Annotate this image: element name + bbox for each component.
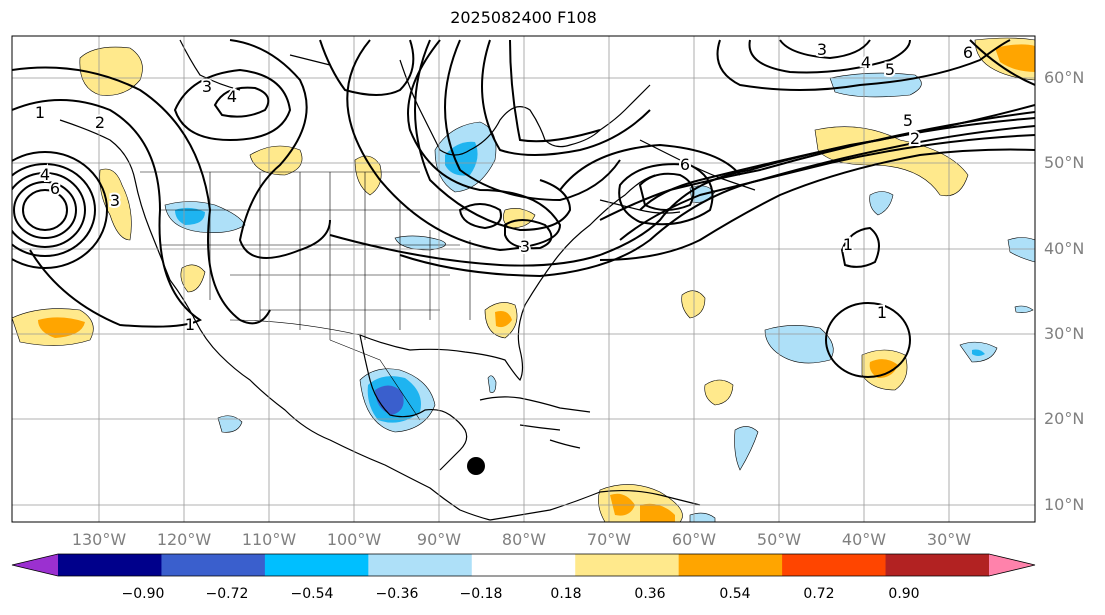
lon-label-30w: 30°W (926, 530, 972, 549)
lon-label-60w: 60°W (671, 530, 717, 549)
anomaly-negative-subtropical (734, 426, 759, 471)
anomaly-negative-mexico (217, 415, 243, 433)
anomaly-positive-lakes (503, 208, 536, 229)
anomaly-positive-venezuela-core2 (640, 503, 675, 522)
anomaly-positive-california (180, 264, 206, 293)
colorbar-tick-label: 0.72 (803, 586, 835, 602)
lon-label-50w: 50°W (756, 530, 802, 549)
anomaly-negative-mid-atlantic (764, 325, 834, 364)
anomaly-negative-midwest (394, 235, 446, 251)
anomaly-positive-iceland-core (995, 44, 1035, 72)
lon-label-120w: 120°W (156, 530, 212, 549)
anomaly-negative-far-east (1007, 237, 1035, 263)
colorbar-tick-label: 0.90 (888, 586, 920, 602)
anomaly-negative-east-core (972, 349, 985, 356)
contour-label: 1 (185, 315, 195, 334)
contour-label: 4 (40, 165, 50, 184)
colorbar-tick-label: −0.36 (375, 586, 419, 602)
storm-center-marker (467, 457, 485, 475)
anomaly-positive-azores-core (869, 359, 898, 378)
anomaly-positive-ndakota (354, 155, 382, 196)
contours (12, 39, 1035, 378)
lon-label-130w: 130°W (71, 530, 127, 549)
contour-label: 1 (843, 235, 853, 254)
colorbar-tick-label: 0.36 (634, 586, 666, 602)
contour-label: 6 (963, 43, 973, 62)
colorbar-segment (885, 554, 990, 576)
lat-label-10n: 10°N (1044, 495, 1085, 514)
contour-label: 5 (885, 60, 895, 79)
contour-label: 3 (110, 191, 120, 210)
lat-label-40n: 40°N (1044, 239, 1085, 258)
colorbar-segment (58, 554, 162, 576)
lat-label-30n: 30°N (1044, 324, 1085, 343)
contour-label: 1 (877, 303, 887, 322)
colorbar-tick-label: −0.54 (290, 586, 334, 602)
map-frame (11, 35, 1036, 523)
anomaly-negative-washington-core (175, 207, 205, 225)
colorbar-tick-label: 0.54 (719, 586, 751, 602)
lon-label-90w: 90°W (416, 530, 462, 549)
colorbar-tick-label: −0.90 (121, 586, 165, 602)
contour-label: 4 (227, 87, 237, 106)
anomaly-negative-gulf-core (375, 385, 404, 415)
lon-label-40w: 40°W (841, 530, 887, 549)
contour-label: 2 (910, 129, 920, 148)
contour-label: 5 (903, 111, 913, 130)
coastlines (59, 39, 756, 521)
colorbar-segment (782, 554, 887, 576)
lon-label-70w: 70°W (586, 530, 632, 549)
lat-label-20n: 20°N (1044, 409, 1085, 428)
contour-label: 4 (861, 53, 871, 72)
contour-label: 6 (50, 179, 60, 198)
contour-label: 3 (520, 237, 530, 256)
colorbar-segment (678, 554, 783, 576)
colorbar-outline (11, 553, 1036, 577)
colorbar-tick-label: 0.18 (550, 586, 582, 602)
anomaly-negative-greenland (829, 72, 922, 98)
anomaly-negative-atlantic-small (869, 191, 894, 216)
anomaly-negative-far-east2 (1014, 305, 1034, 313)
anomaly-positive-bc (99, 168, 132, 241)
lon-label-110w: 110°W (241, 530, 297, 549)
colorbar-segment (575, 554, 680, 576)
anomaly-positive-canaries (704, 379, 734, 406)
lon-label-100w: 100°W (326, 530, 382, 549)
contour-label: 3 (202, 77, 212, 96)
anomaly-positive-georgia-core (495, 311, 512, 328)
colorbar-segment (471, 554, 576, 576)
anomaly-negative-florida (487, 375, 497, 393)
lat-label-60n: 60°N (1044, 68, 1085, 87)
contour-label-group: 1 2 4 6 3 1 3 4 3 5 2 1 1 3 4 5 6 6 (33, 38, 975, 336)
map-title: 2025082400 F108 (450, 8, 597, 27)
colorbar (11, 553, 1036, 577)
colorbar-extend-min (12, 554, 58, 576)
lat-label-50n: 50°N (1044, 153, 1085, 172)
colorbar-tick-label: −0.18 (459, 586, 503, 602)
contour-label: 6 (680, 155, 690, 174)
colorbar-segment (264, 554, 369, 576)
contour-label: 2 (95, 113, 105, 132)
colorbar-segment (368, 554, 473, 576)
lon-label-80w: 80°W (501, 530, 547, 549)
colorbar-segment (161, 554, 266, 576)
contour-label: 1 (35, 103, 45, 122)
contour-label: 3 (817, 40, 827, 59)
map-panel (12, 36, 1035, 522)
anomaly-positive-pacific-core (38, 317, 85, 338)
gridlines (12, 36, 1035, 522)
colorbar-tick-label: −0.72 (205, 586, 249, 602)
colorbar-extend-max (989, 554, 1035, 576)
